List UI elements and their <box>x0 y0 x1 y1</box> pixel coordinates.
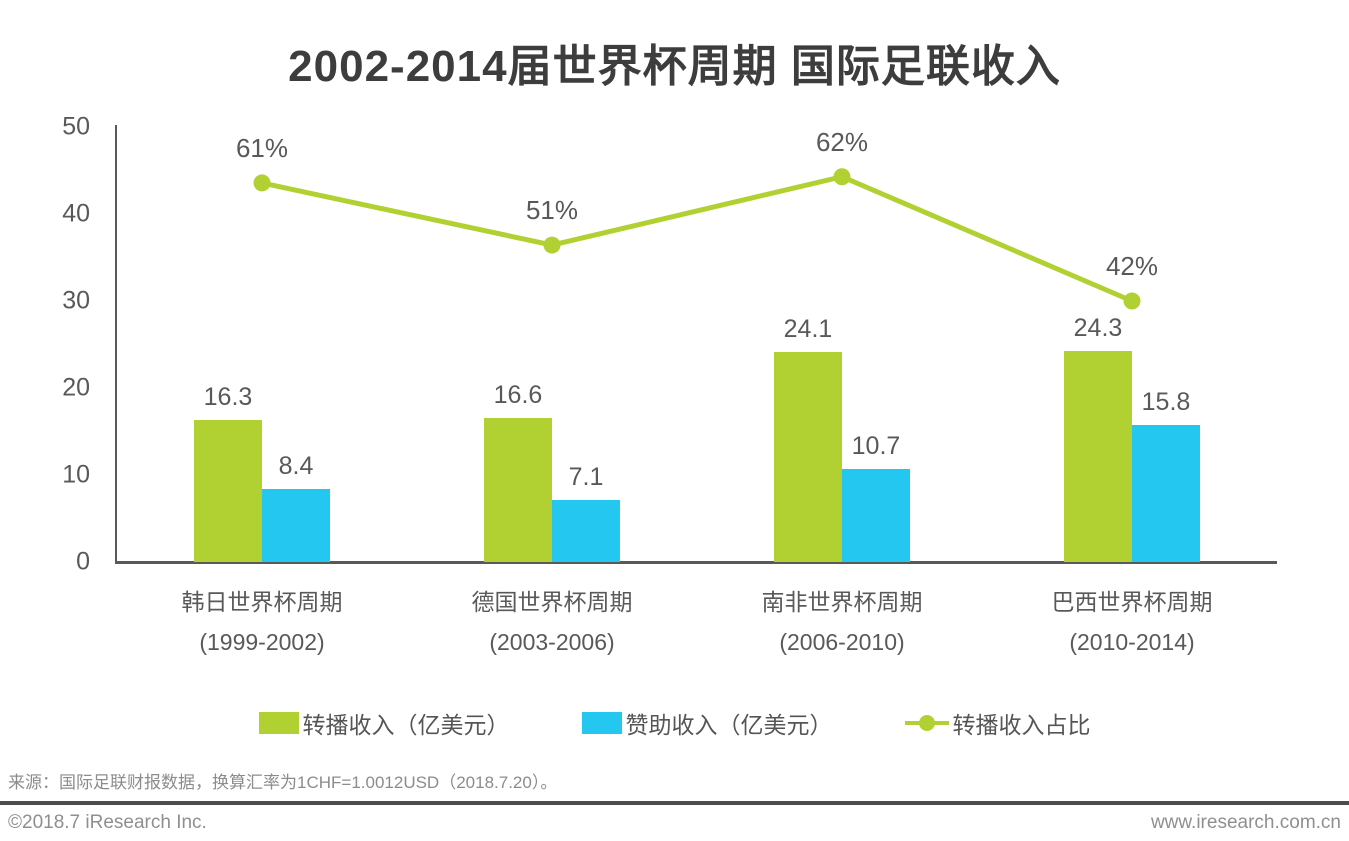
category-period: (2006-2010) <box>779 629 905 655</box>
category-label-1: 德国世界杯周期 (2003-2006) <box>407 582 697 662</box>
category-name: 韩日世界杯周期 <box>181 589 343 615</box>
line-marker-dot-icon <box>918 715 935 731</box>
legend-label: 转播收入占比 <box>952 712 1091 738</box>
line-value-label: 42% <box>1105 251 1159 281</box>
legend-item-sponsor-revenue: 赞助收入（亿美元） <box>581 706 833 740</box>
x-axis-line <box>115 561 1277 564</box>
y-tick-label: 30 <box>62 286 90 315</box>
y-tick-label: 40 <box>62 199 90 228</box>
bar-value-label: 7.1 <box>568 463 604 492</box>
category-period: (1999-2002) <box>199 629 325 655</box>
source-note: 来源：国际足联财报数据，换算汇率为1CHF=1.0012USD（2018.7.2… <box>8 773 558 792</box>
sponsor-revenue-bar-1 <box>552 500 620 562</box>
category-period: (2010-2014) <box>1069 629 1195 655</box>
category-label-2: 南非世界杯周期 (2006-2010) <box>697 582 987 662</box>
legend: 转播收入（亿美元） 赞助收入（亿美元） 转播收入占比 <box>0 706 1349 740</box>
bar-value-label: 16.6 <box>493 380 543 409</box>
y-tick-label: 50 <box>62 112 90 141</box>
y-tick-label: 20 <box>62 373 90 402</box>
line-marker-2 <box>833 168 851 186</box>
y-axis-line <box>115 125 117 564</box>
category-label-0: 韩日世界杯周期 (1999-2002) <box>117 582 407 662</box>
legend-item-broadcast-share: 转播收入占比 <box>904 706 1091 740</box>
footer-divider <box>0 801 1349 805</box>
bar-value-label: 16.3 <box>203 383 253 412</box>
category-period: (2003-2006) <box>489 629 615 655</box>
y-tick-label: 10 <box>62 460 90 489</box>
bar-value-label: 24.3 <box>1073 313 1123 342</box>
bar-value-label: 10.7 <box>851 431 901 460</box>
sponsor-revenue-bar-0 <box>262 488 330 562</box>
line-marker-1 <box>543 236 561 254</box>
broadcast-revenue-bar-2 <box>774 352 842 562</box>
legend-label: 赞助收入（亿美元） <box>625 712 833 738</box>
category-name: 德国世界杯周期 <box>471 589 633 615</box>
category-name: 巴西世界杯周期 <box>1051 589 1213 615</box>
category-label-3: 巴西世界杯周期 (2010-2014) <box>987 582 1277 662</box>
copyright-text: ©2018.7 iResearch Inc. <box>8 812 207 833</box>
broadcast-revenue-swatch-icon <box>258 712 299 734</box>
broadcast-revenue-bar-1 <box>484 417 552 562</box>
bar-value-label: 15.8 <box>1141 387 1191 416</box>
bar-value-label: 24.1 <box>783 315 833 344</box>
footer-bar: ©2018.7 iResearch Inc. www.iresearch.com… <box>8 812 1341 834</box>
y-tick-label: 0 <box>76 547 90 576</box>
line-value-label: 51% <box>525 195 579 226</box>
broadcast-revenue-bar-3 <box>1064 350 1132 562</box>
broadcast-revenue-bar-0 <box>194 420 262 562</box>
line-marker-3 <box>1123 292 1141 310</box>
website-url: www.iresearch.com.cn <box>1150 812 1341 833</box>
chart-title: 2002-2014届世界杯周期 国际足联收入 <box>288 42 1061 91</box>
sponsor-revenue-swatch-icon <box>581 712 622 734</box>
legend-item-broadcast-revenue: 转播收入（亿美元） <box>258 706 510 740</box>
line-marker-0 <box>253 174 271 192</box>
category-name: 南非世界杯周期 <box>761 589 923 615</box>
line-value-label: 61% <box>235 132 289 163</box>
line-value-label: 62% <box>815 126 869 157</box>
line-marker-icon <box>904 715 949 731</box>
legend-label: 转播收入（亿美元） <box>302 712 510 738</box>
bar-value-label: 8.4 <box>278 451 314 480</box>
sponsor-revenue-bar-2 <box>842 468 910 562</box>
broadcast-share-line <box>261 174 1133 304</box>
sponsor-revenue-bar-3 <box>1132 424 1200 562</box>
